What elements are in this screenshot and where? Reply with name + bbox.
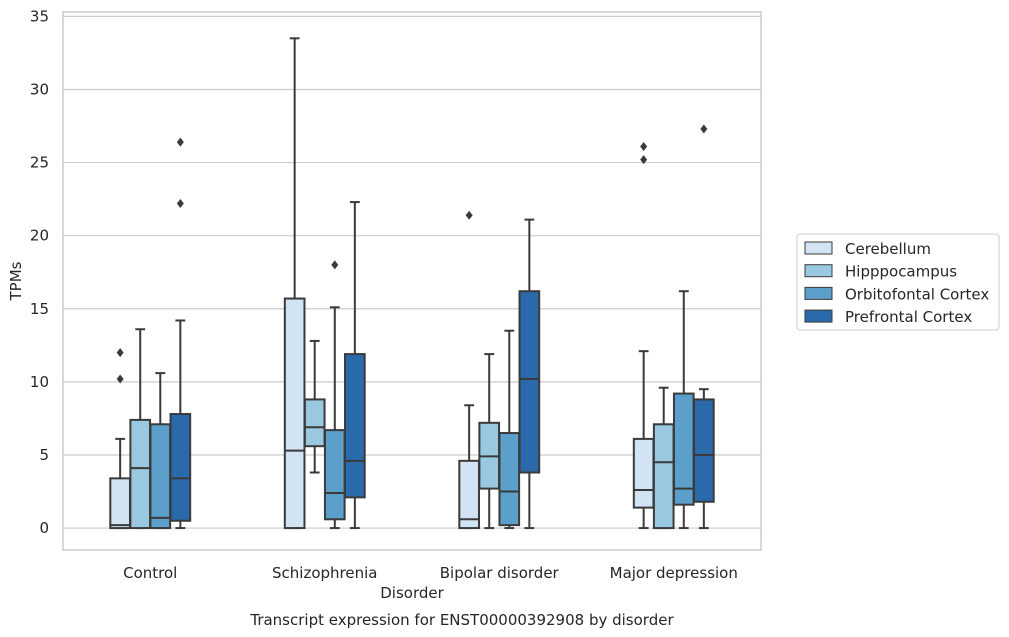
outlier-point [640,142,648,151]
box-iqr [632,437,655,509]
box-iqr [129,418,152,530]
box-group [672,290,695,530]
legend-label: Cerebellum [845,240,931,258]
box-group [632,142,655,530]
x-axis-label: Disorder [380,584,444,602]
box-group [518,218,541,530]
outlier-point [700,124,708,134]
box-group [303,339,326,474]
box-iqr [149,423,172,530]
box-iqr [458,459,480,530]
box-group [109,348,131,530]
outlier-point [116,348,124,358]
y-tick-label: 30 [30,80,49,98]
box-iqr [498,432,521,527]
x-tick-labels: Control Schizophrenia Bipolar disorder Majo… [123,564,738,582]
outlier-point [176,199,184,209]
legend-label: Orbitofontal Cortex [845,285,989,303]
box-group [169,137,192,530]
box-iqr [693,398,715,503]
box-iqr [283,297,306,530]
box-group [129,328,152,530]
x-tick-label: Control [123,564,177,582]
x-tick-label: Bipolar disorder [440,564,560,582]
legend-swatch [804,286,833,300]
outlier-point [465,210,473,220]
outlier-point [176,137,184,147]
box-group [149,372,172,530]
box-group [458,210,480,530]
y-tick-label: 25 [30,154,49,172]
x-tick-label: Schizophrenia [272,564,377,582]
box-group [344,201,366,530]
x-tick-label: Major depression [610,564,738,582]
legend: Cerebellum Hipppocampus Orbitofontal Corte… [796,233,1000,331]
box-group [323,260,346,530]
legend-swatch [804,264,833,278]
legend-label: Hipppocampus [845,263,957,281]
box-iqr [323,429,346,521]
legend-swatch [804,241,833,255]
outlier-point [331,260,339,270]
box-group [652,386,675,530]
box-iqr [518,290,541,474]
y-tick-label: 0 [39,519,49,537]
box-iqr [344,353,366,499]
box-iqr [169,413,192,522]
y-tick-label: 20 [30,227,49,245]
box-group [283,37,306,530]
box-iqr [303,398,326,448]
box-group [498,329,521,530]
box-layer [109,37,715,530]
outlier-point [640,155,648,165]
legend-label: Prefrontal Cortex [845,308,972,326]
outlier-point [116,374,124,384]
y-tick-label: 10 [30,373,49,391]
y-axis-label: TPMs [7,261,25,301]
plot-area-frame [62,11,762,551]
legend-frame [796,233,1000,331]
y-tick-label: 35 [30,7,49,25]
y-tick-label: 5 [39,446,49,464]
box-iqr [652,423,675,530]
box-iqr [109,477,131,530]
legend-swatch [804,309,833,323]
y-tick-label: 15 [30,300,49,318]
chart-caption: Transcript expression for ENST0000039290… [249,611,674,629]
box-group [478,353,501,530]
box-group [693,124,715,530]
y-tick-labels: 0 5 10 15 20 25 30 35 [30,7,49,537]
